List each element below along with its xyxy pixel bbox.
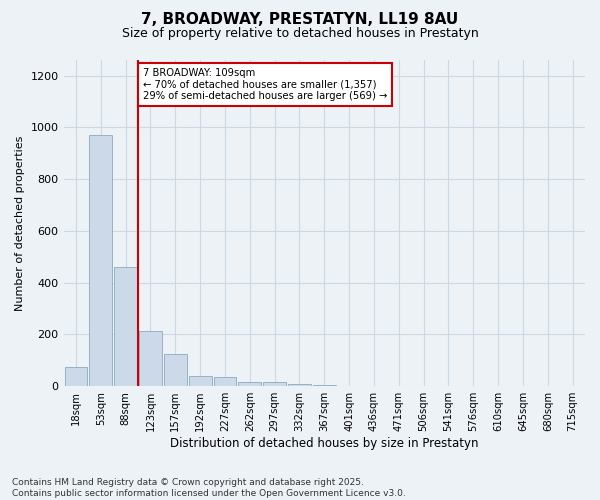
Bar [288, 384, 311, 386]
Text: 7, BROADWAY, PRESTATYN, LL19 8AU: 7, BROADWAY, PRESTATYN, LL19 8AU [142, 12, 458, 28]
Bar [89, 135, 112, 386]
Bar [214, 377, 236, 386]
Text: 7 BROADWAY: 109sqm
← 70% of detached houses are smaller (1,357)
29% of semi-deta: 7 BROADWAY: 109sqm ← 70% of detached hou… [143, 68, 388, 101]
Text: Contains HM Land Registry data © Crown copyright and database right 2025.
Contai: Contains HM Land Registry data © Crown c… [12, 478, 406, 498]
Bar [164, 354, 187, 386]
Bar [65, 367, 88, 386]
Bar [238, 382, 261, 386]
Bar [313, 385, 335, 386]
Bar [188, 376, 212, 386]
Y-axis label: Number of detached properties: Number of detached properties [15, 136, 25, 311]
Bar [114, 267, 137, 386]
Bar [263, 382, 286, 386]
X-axis label: Distribution of detached houses by size in Prestatyn: Distribution of detached houses by size … [170, 437, 479, 450]
Text: Size of property relative to detached houses in Prestatyn: Size of property relative to detached ho… [122, 28, 478, 40]
Bar [139, 330, 162, 386]
